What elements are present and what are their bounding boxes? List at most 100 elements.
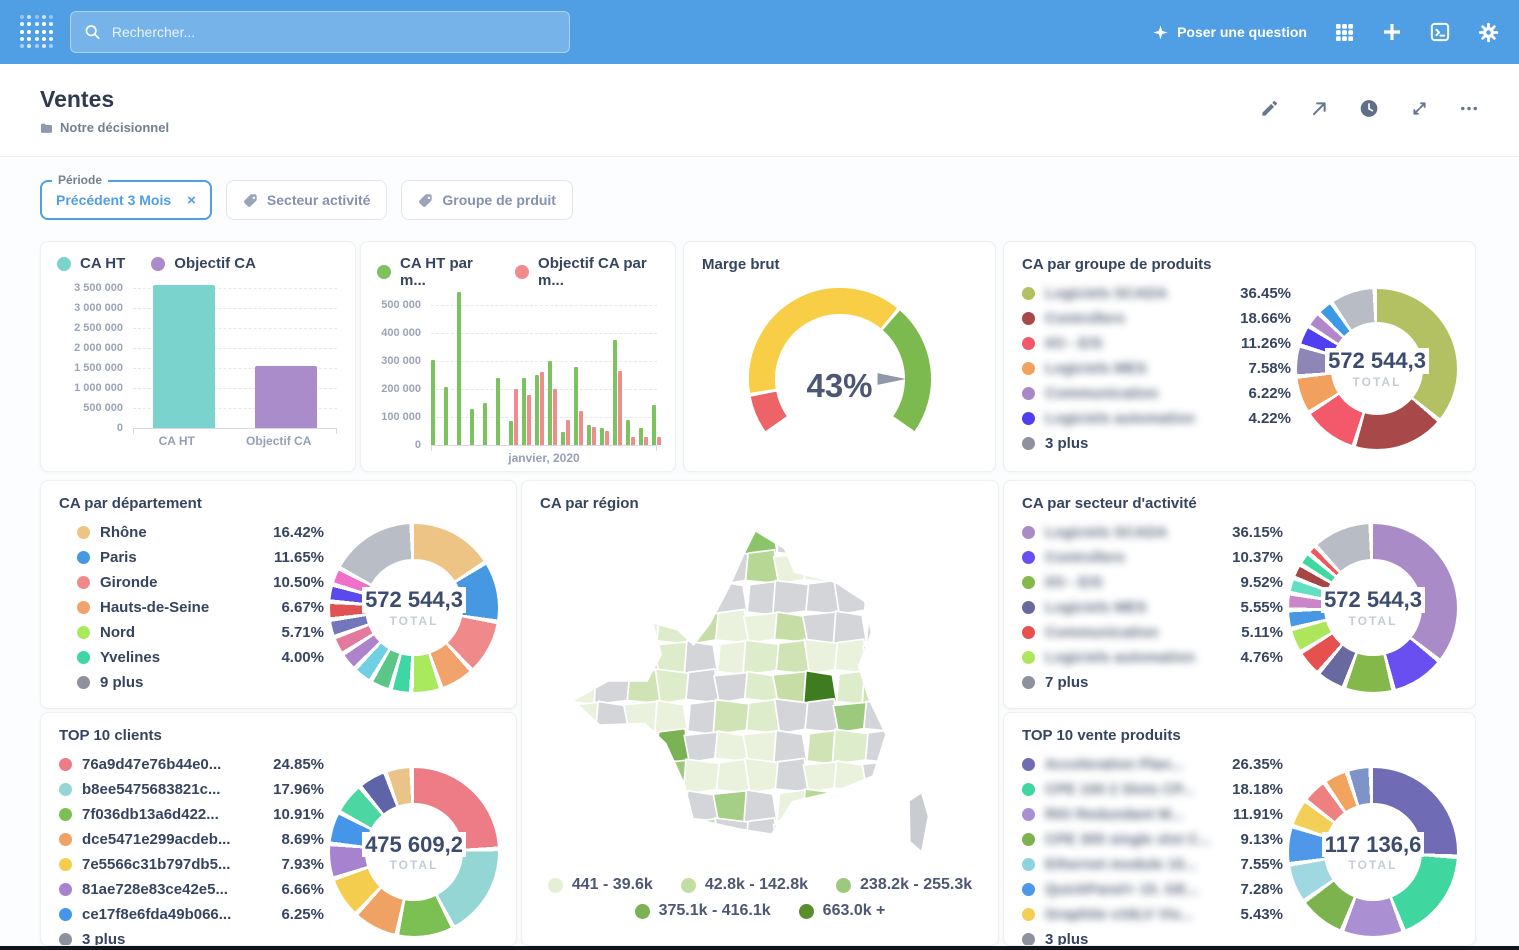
- bar-group[interactable]: [483, 403, 492, 445]
- bar-chart[interactable]: 3 500 0003 000 0002 500 0002 000 0001 50…: [49, 280, 345, 452]
- bar-group[interactable]: [561, 420, 570, 445]
- france-choropleth-map[interactable]: [564, 520, 956, 869]
- legend-percent: 11.26%: [1241, 335, 1291, 352]
- legend-item[interactable]: Acceleration Plan...26.35%: [1022, 756, 1283, 773]
- sql-editor-icon[interactable]: [1429, 21, 1451, 43]
- legend-item[interactable]: Ethernet module 10...7.55%: [1022, 856, 1283, 873]
- logo-dot: [42, 22, 46, 26]
- new-item-plus-icon[interactable]: [1381, 21, 1403, 43]
- search-bar[interactable]: [70, 11, 570, 53]
- legend-item[interactable]: Objectif CA par m...: [515, 255, 659, 289]
- legend-item[interactable]: ce17f8e6fda49b066...6.25%: [59, 906, 324, 923]
- donut-chart[interactable]: 572 544,3 TOTAL: [330, 524, 498, 692]
- legend-item[interactable]: 76a9d47e76b44e0...24.85%: [59, 756, 324, 773]
- legend-item[interactable]: 81ae728e83ce42e5...6.66%: [59, 881, 324, 898]
- legend-item[interactable]: 3 plus: [1022, 435, 1291, 452]
- more-options-ellipsis-icon[interactable]: [1459, 98, 1479, 118]
- metabase-logo[interactable]: [20, 15, 54, 49]
- bar-group[interactable]: [548, 361, 557, 445]
- legend-item[interactable]: CPE 100 2 Slots CP...18.18%: [1022, 781, 1283, 798]
- bar-group[interactable]: [652, 405, 661, 445]
- legend-item[interactable]: 7e5566c31b797db5...7.93%: [59, 856, 324, 873]
- legend-item[interactable]: 7 plus: [1022, 674, 1283, 691]
- legend-item[interactable]: 9 plus: [77, 674, 324, 691]
- edit-pencil-icon[interactable]: [1259, 98, 1279, 118]
- legend-item[interactable]: I/O - E/S11.26%: [1022, 335, 1291, 352]
- legend-item[interactable]: 3 plus: [1022, 931, 1283, 946]
- legend-item[interactable]: CPE 305 single slot C...9.13%: [1022, 831, 1283, 848]
- legend-percent: 5.71%: [281, 624, 324, 641]
- auto-refresh-clock-icon[interactable]: [1359, 98, 1379, 118]
- bar-group[interactable]: [613, 340, 622, 445]
- gear-icon[interactable]: [1477, 21, 1499, 43]
- legend-item[interactable]: Objectif CA: [151, 255, 256, 272]
- legend-color-dot: [1022, 783, 1035, 796]
- bar-group[interactable]: [431, 360, 440, 445]
- legend-item[interactable]: Graphite v16LV Vis...5.43%: [1022, 906, 1283, 923]
- donut-chart[interactable]: 572 544,3 TOTAL: [1289, 524, 1457, 692]
- legend-item[interactable]: CA HT par m...: [377, 255, 489, 289]
- bar-group[interactable]: [626, 420, 635, 445]
- legend-item[interactable]: Communication6.22%: [1022, 385, 1291, 402]
- legend-item[interactable]: 3 plus: [59, 931, 324, 946]
- legend-item[interactable]: Communication5.11%: [1022, 624, 1283, 641]
- collection-breadcrumb[interactable]: Notre décisionnel: [40, 120, 169, 135]
- legend-item[interactable]: Gironde10.50%: [77, 574, 324, 591]
- legend-item[interactable]: Logiciels SCADA36.15%: [1022, 524, 1283, 541]
- legend-item[interactable]: Paris11.65%: [77, 549, 324, 566]
- legend-color-dot: [1022, 576, 1035, 589]
- legend-item[interactable]: RIO Redundant M...11.91%: [1022, 806, 1283, 823]
- bar-group[interactable]: [587, 425, 596, 445]
- logo-dot: [49, 22, 53, 26]
- bar-group[interactable]: [522, 378, 531, 445]
- bar-series: [431, 292, 657, 445]
- bar[interactable]: [255, 366, 317, 428]
- legend-item[interactable]: Logiciels automation4.22%: [1022, 410, 1291, 427]
- bar-group[interactable]: [470, 409, 479, 445]
- legend-item[interactable]: Logiciels MES7.58%: [1022, 360, 1291, 377]
- legend-item[interactable]: CA HT: [57, 255, 125, 272]
- legend-item[interactable]: Yvelines4.00%: [77, 649, 324, 666]
- legend-item[interactable]: Rhône16.42%: [77, 524, 324, 541]
- fullscreen-icon[interactable]: [1409, 98, 1429, 118]
- legend-item[interactable]: b8ee5475683821c...17.96%: [59, 781, 324, 798]
- bar-group[interactable]: [535, 372, 544, 445]
- legend-item[interactable]: QuickPanel+ 15. GE...7.28%: [1022, 881, 1283, 898]
- filter-periode[interactable]: Période Précédent 3 Mois ×: [40, 180, 212, 220]
- filter-secteur-activite[interactable]: Secteur activité: [226, 180, 388, 220]
- filter-groupe-produit[interactable]: Groupe de prduit: [401, 180, 573, 220]
- ask-question-label: Poser une question: [1177, 24, 1307, 40]
- gauge-chart[interactable]: 43%: [715, 283, 965, 453]
- bar-group[interactable]: [509, 389, 518, 445]
- donut-chart[interactable]: 572 544,3 TOTAL: [1297, 289, 1457, 449]
- share-arrow-icon[interactable]: [1309, 98, 1329, 118]
- legend-item[interactable]: Logiciels automation4.76%: [1022, 649, 1283, 666]
- clear-filter-icon[interactable]: ×: [187, 193, 196, 208]
- bar-group[interactable]: [444, 387, 453, 445]
- legend-item[interactable]: Logiciels SCADA36.45%: [1022, 285, 1291, 302]
- legend-item[interactable]: dce5471e299acdeb...8.69%: [59, 831, 324, 848]
- legend-item[interactable]: Controllers10.37%: [1022, 549, 1283, 566]
- legend-item[interactable]: Logiciels MES5.55%: [1022, 599, 1283, 616]
- bar-group[interactable]: [639, 428, 648, 445]
- ask-question-button[interactable]: Poser une question: [1152, 24, 1307, 41]
- logo-dot: [35, 44, 39, 48]
- bar-group[interactable]: [574, 367, 583, 445]
- bar-group[interactable]: [600, 428, 609, 445]
- donut-chart[interactable]: 117 136,6 TOTAL: [1289, 768, 1457, 936]
- legend-color-dot: [1022, 908, 1035, 921]
- legend-item[interactable]: I/O - E/S9.52%: [1022, 574, 1283, 591]
- legend-item[interactable]: Hauts-de-Seine6.67%: [77, 599, 324, 616]
- bar-group[interactable]: [457, 292, 466, 445]
- apps-grid-icon[interactable]: [1333, 21, 1355, 43]
- search-input[interactable]: [110, 23, 556, 41]
- bar[interactable]: [153, 285, 215, 428]
- legend-color-dot: [799, 904, 814, 919]
- donut-chart[interactable]: 475 609,2 TOTAL: [330, 768, 498, 936]
- grouped-bar-chart[interactable]: 500 000400 000300 000200 000100 0000janv…: [369, 297, 665, 469]
- legend-item[interactable]: Nord5.71%: [77, 624, 324, 641]
- legend-item[interactable]: 7f036db13a6d422...10.91%: [59, 806, 324, 823]
- legend-item[interactable]: Controllers18.66%: [1022, 310, 1291, 327]
- legend-label: 81ae728e83ce42e5...: [82, 881, 228, 898]
- bar-group[interactable]: [496, 378, 505, 445]
